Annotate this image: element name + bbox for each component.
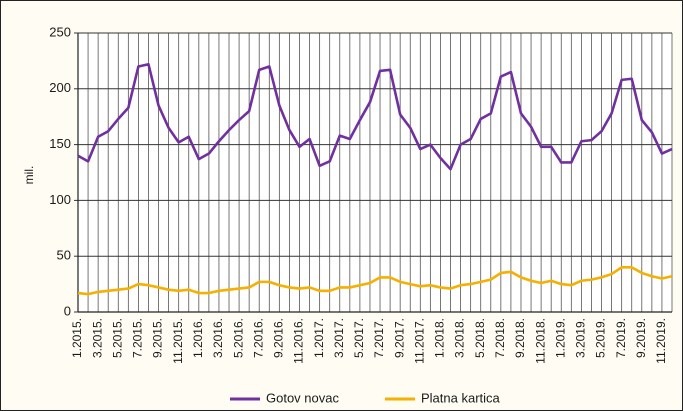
y-tick-label: 250 xyxy=(49,24,71,39)
x-tick-label: 1.2015. xyxy=(70,318,84,358)
plot-area xyxy=(78,33,672,312)
x-tick-label: 5.2018. xyxy=(473,318,487,358)
x-tick-label: 3.2019. xyxy=(574,318,588,358)
x-tick-label: 3.2017. xyxy=(332,318,346,358)
series-line xyxy=(77,62,673,171)
x-tick-label: 3.2018. xyxy=(453,318,467,358)
x-tick-label: 9.2017. xyxy=(392,318,406,358)
x-tick-label: 3.2016. xyxy=(211,318,225,358)
y-tick-label: 100 xyxy=(49,192,71,207)
y-axis-label: mil. xyxy=(22,166,36,185)
x-tick-label: 11.2019. xyxy=(654,318,668,364)
x-tick-label: 3.2015. xyxy=(90,318,104,358)
x-tick-label: 7.2016. xyxy=(251,318,265,358)
x-tick-label: 1.2017. xyxy=(312,318,326,358)
x-tick-label: 7.2019. xyxy=(614,318,628,358)
y-tick-label: 50 xyxy=(57,248,71,263)
x-tick-label: 5.2019. xyxy=(594,318,608,358)
x-tick-label: 1.2018. xyxy=(433,318,447,358)
x-tick-label: 5.2017. xyxy=(352,318,366,358)
x-tick-label: 11.2017. xyxy=(412,318,426,364)
x-tick-label: 7.2017. xyxy=(372,318,386,358)
x-tick-label: 11.2018. xyxy=(533,318,547,364)
x-tick-label: 11.2016. xyxy=(292,318,306,364)
x-tick-label: 7.2015. xyxy=(131,318,145,358)
legend-label: Platna kartica xyxy=(421,390,501,405)
legend-label: Gotov novac xyxy=(266,390,339,405)
x-tick-label: 1.2016. xyxy=(191,318,205,358)
y-tick-label: 200 xyxy=(49,80,71,95)
y-tick-label: 150 xyxy=(49,136,71,151)
x-tick-label: 7.2018. xyxy=(493,318,507,358)
y-tick-label: 0 xyxy=(64,303,71,318)
x-tick-label: 11.2015. xyxy=(171,318,185,364)
x-tick-label: 9.2019. xyxy=(634,318,648,358)
x-tick-label: 1.2019. xyxy=(553,318,567,358)
x-tick-label: 9.2018. xyxy=(513,318,527,358)
x-tick-label: 9.2016. xyxy=(272,318,286,358)
x-tick-label: 5.2016. xyxy=(231,318,245,358)
series-line xyxy=(77,266,673,296)
x-tick-label: 9.2015. xyxy=(151,318,165,358)
x-tick-label: 5.2015. xyxy=(110,318,124,358)
